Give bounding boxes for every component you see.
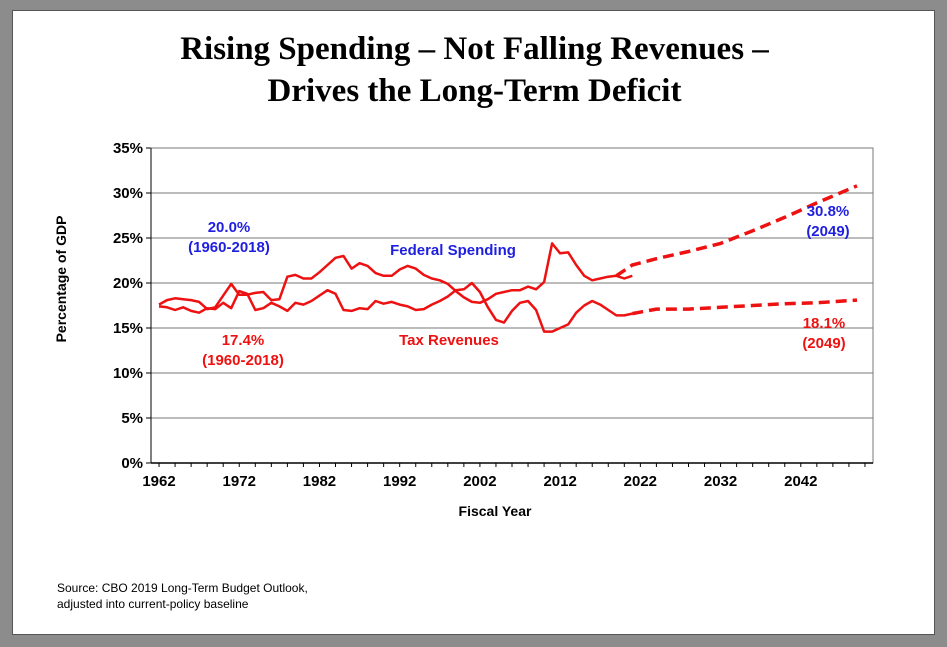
y-tick-label: 5% <box>121 410 143 427</box>
revenue-average-value: 17.4% <box>222 332 265 349</box>
chart-title-line2: Drives the Long-Term Deficit <box>267 73 682 109</box>
y-tick-label: 10% <box>113 365 143 382</box>
chart-title-line1: Rising Spending – Not Falling Revenues – <box>180 31 769 67</box>
x-tick-label: 1982 <box>303 473 336 490</box>
line-chart: 0% 5% 10% 15% 20% 25% 30% 35% 1962 1972 1982 1992 20… <box>53 140 874 519</box>
x-tick-label: 1992 <box>383 473 416 490</box>
source-line-1: Source: CBO 2019 Long-Term Budget Outloo… <box>57 581 308 595</box>
spending-average-period: (1960-2018) <box>188 239 270 256</box>
series-lines <box>158 184 858 333</box>
y-tick-label: 30% <box>113 185 143 202</box>
revenue-average-period: (1960-2018) <box>202 352 284 369</box>
x-tick-label: 2042 <box>784 473 817 490</box>
spending-average-value: 20.0% <box>208 219 251 236</box>
y-tick-label: 20% <box>113 275 143 292</box>
x-tick-label: 2022 <box>624 473 657 490</box>
revenue-end-year: (2049) <box>802 335 845 352</box>
axes <box>146 147 874 467</box>
spending-end-year: (2049) <box>806 223 849 240</box>
tick-labels: 0% 5% 10% 15% 20% 25% 30% 35% 1962 1972 1982 1992 20… <box>113 140 818 490</box>
revenue-series-label: Tax Revenues <box>399 332 499 349</box>
y-tick-label: 35% <box>113 140 143 157</box>
slide: Rising Spending – Not Falling Revenues –… <box>12 10 935 635</box>
source-note: Source: CBO 2019 Long-Term Budget Outloo… <box>57 580 308 612</box>
y-tick-label: 25% <box>113 230 143 247</box>
y-tick-label: 15% <box>113 320 143 337</box>
source-line-2: adjusted into current-policy baseline <box>57 597 249 611</box>
revenue-projection-line <box>631 298 858 316</box>
revenue-projection-line <box>615 184 858 278</box>
x-tick-label: 2002 <box>463 473 496 490</box>
gridlines <box>151 147 873 419</box>
revenue-end-value: 18.1% <box>803 315 846 332</box>
spending-series-label: Federal Spending <box>390 242 516 259</box>
revenue-line <box>158 281 633 333</box>
x-tick-label: 1972 <box>223 473 256 490</box>
x-tick-label: 2012 <box>543 473 576 490</box>
x-tick-label: 2032 <box>704 473 737 490</box>
spending-end-value: 30.8% <box>807 203 850 220</box>
y-axis-label: Percentage of GDP <box>53 216 69 343</box>
plot-area-border <box>150 147 874 464</box>
y-tick-label: 0% <box>121 455 143 472</box>
x-axis-label: Fiscal Year <box>459 503 532 519</box>
x-tick-label: 1962 <box>142 473 175 490</box>
